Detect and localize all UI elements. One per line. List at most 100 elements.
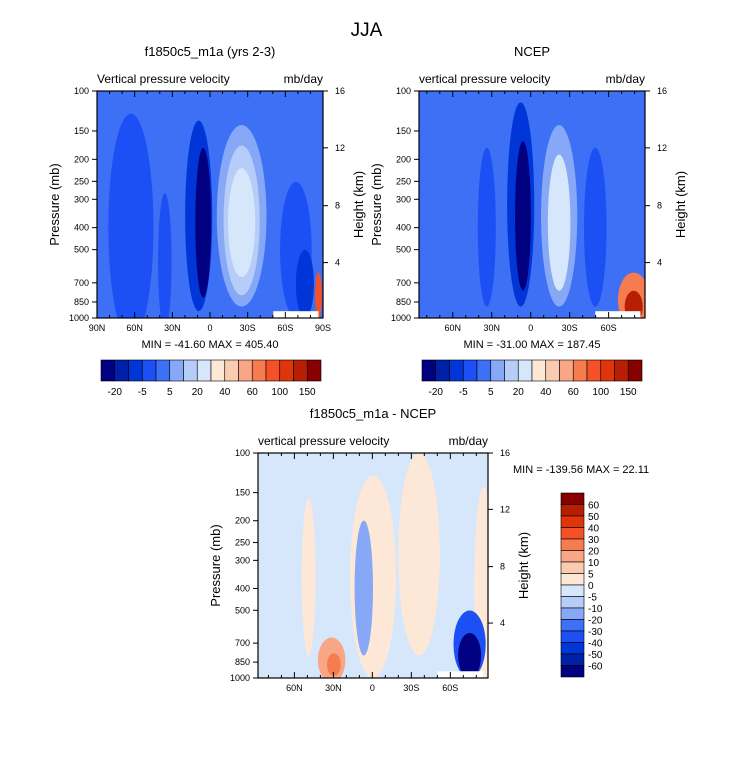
units-label: mb/day [284, 72, 323, 86]
contour-fill [477, 102, 645, 318]
y-axis-label: Pressure (mb) [208, 524, 223, 606]
contour-region [458, 633, 482, 678]
contour-region [108, 113, 154, 318]
min-max-stats: MIN = -31.00 MAX = 187.45 [464, 339, 601, 351]
left-subtitle: vertical pressure velocity [258, 434, 389, 448]
y-axis-label: Pressure (mb) [369, 163, 384, 245]
y-tick-label: 100 [74, 86, 89, 96]
colorbar-label: 20 [588, 547, 600, 558]
contour-region [477, 147, 496, 307]
colorbar-box [251, 359, 267, 382]
colorbar-label: -5 [138, 387, 147, 398]
colorbar-label: 20 [192, 387, 204, 398]
colorbar-box [476, 359, 492, 382]
y-tick-label: 1000 [230, 673, 250, 683]
contour-region [158, 193, 172, 318]
colorbar-box [560, 584, 585, 597]
y-tick-label: 700 [396, 278, 411, 288]
y-axis-label: Pressure (mb) [47, 163, 62, 245]
contour-region [547, 154, 571, 291]
y-tick-label: 250 [74, 176, 89, 186]
colorbar-label: 30 [588, 535, 600, 546]
colorbar-label: -40 [588, 639, 603, 650]
x-tick-label: 30S [562, 323, 578, 333]
min-max-stats: MIN = -41.60 MAX = 405.40 [142, 339, 279, 351]
colorbar-label: 5 [588, 570, 594, 581]
colorbar-box [449, 359, 464, 382]
right-tick-label: 4 [500, 618, 505, 628]
y-tick-label: 850 [74, 297, 89, 307]
colorbar-label: -5 [459, 387, 468, 398]
colorbar-box [183, 359, 198, 382]
colorbar-box [462, 359, 478, 382]
x-tick-label: 30S [240, 323, 256, 333]
contour-region [315, 272, 322, 318]
colorbar-label: 10 [588, 558, 600, 569]
left-subtitle: vertical pressure velocity [419, 72, 550, 86]
colorbar-box [545, 359, 560, 382]
x-tick-label: 30N [483, 323, 500, 333]
colorbar-box [560, 665, 585, 678]
colorbar-box [560, 561, 585, 574]
contour-region [327, 653, 341, 676]
colorbar-label: 40 [219, 387, 231, 398]
y-tick-label: 200 [74, 154, 89, 164]
y-tick-label: 150 [74, 126, 89, 136]
colorbar-box [560, 596, 585, 609]
missing-data-area [273, 311, 319, 318]
y-tick-label: 1000 [69, 313, 89, 323]
plot-frame [418, 90, 646, 319]
y-tick-label: 300 [235, 555, 250, 565]
colorbar-box [114, 359, 129, 382]
colorbar-box [614, 359, 629, 382]
right-tick-label: 12 [657, 143, 667, 153]
right-tick-label: 16 [335, 86, 345, 96]
units-label: mb/day [606, 72, 645, 86]
contour-region [398, 453, 440, 656]
contour-fill [108, 113, 322, 318]
colorbar-box [169, 359, 184, 382]
colorbar-label: 40 [588, 524, 600, 535]
y-tick-label: 200 [396, 154, 411, 164]
colorbar-box [560, 515, 585, 528]
colorbar-label: 40 [540, 387, 552, 398]
x-tick-label: 60N [126, 323, 143, 333]
contour-region [354, 520, 373, 656]
contour-region [228, 168, 256, 278]
colorbar-box [490, 359, 505, 382]
y-tick-label: 400 [396, 223, 411, 233]
plot-panel-3 [253, 452, 585, 679]
missing-data-area [437, 671, 484, 678]
y-tick-label: 200 [235, 516, 250, 526]
right-axis-label: Height (km) [673, 171, 688, 238]
colorbar-label: 0 [588, 581, 594, 592]
colorbar-box [586, 359, 602, 382]
colorbar-box [435, 359, 450, 382]
contour-region [295, 249, 314, 318]
colorbar-box [155, 359, 171, 382]
colorbar-box [627, 359, 643, 382]
y-tick-label: 850 [396, 297, 411, 307]
units-label: mb/day [449, 434, 488, 448]
colorbar-box [600, 359, 615, 382]
right-axis-label: Height (km) [516, 532, 531, 599]
right-tick-label: 16 [500, 448, 510, 458]
plot-title: f1850c5_m1a - NCEP [310, 406, 436, 421]
contour-region [301, 498, 316, 656]
colorbar-label: 150 [299, 387, 316, 398]
colorbar-box [279, 359, 294, 382]
colorbar-box [560, 653, 585, 666]
missing-data-area [595, 311, 641, 318]
colorbar-box [421, 359, 437, 382]
colorbar-box [572, 359, 588, 382]
colorbar-label: 20 [513, 387, 525, 398]
x-tick-label: 60N [286, 683, 303, 693]
colorbar-label: -10 [588, 604, 603, 615]
colorbar-label: 60 [568, 387, 580, 398]
colorbar-label: 100 [271, 387, 288, 398]
colorbar-box [265, 359, 281, 382]
y-tick-label: 700 [74, 278, 89, 288]
x-tick-label: 90N [89, 323, 106, 333]
y-tick-label: 300 [74, 194, 89, 204]
x-tick-label: 0 [528, 323, 533, 333]
